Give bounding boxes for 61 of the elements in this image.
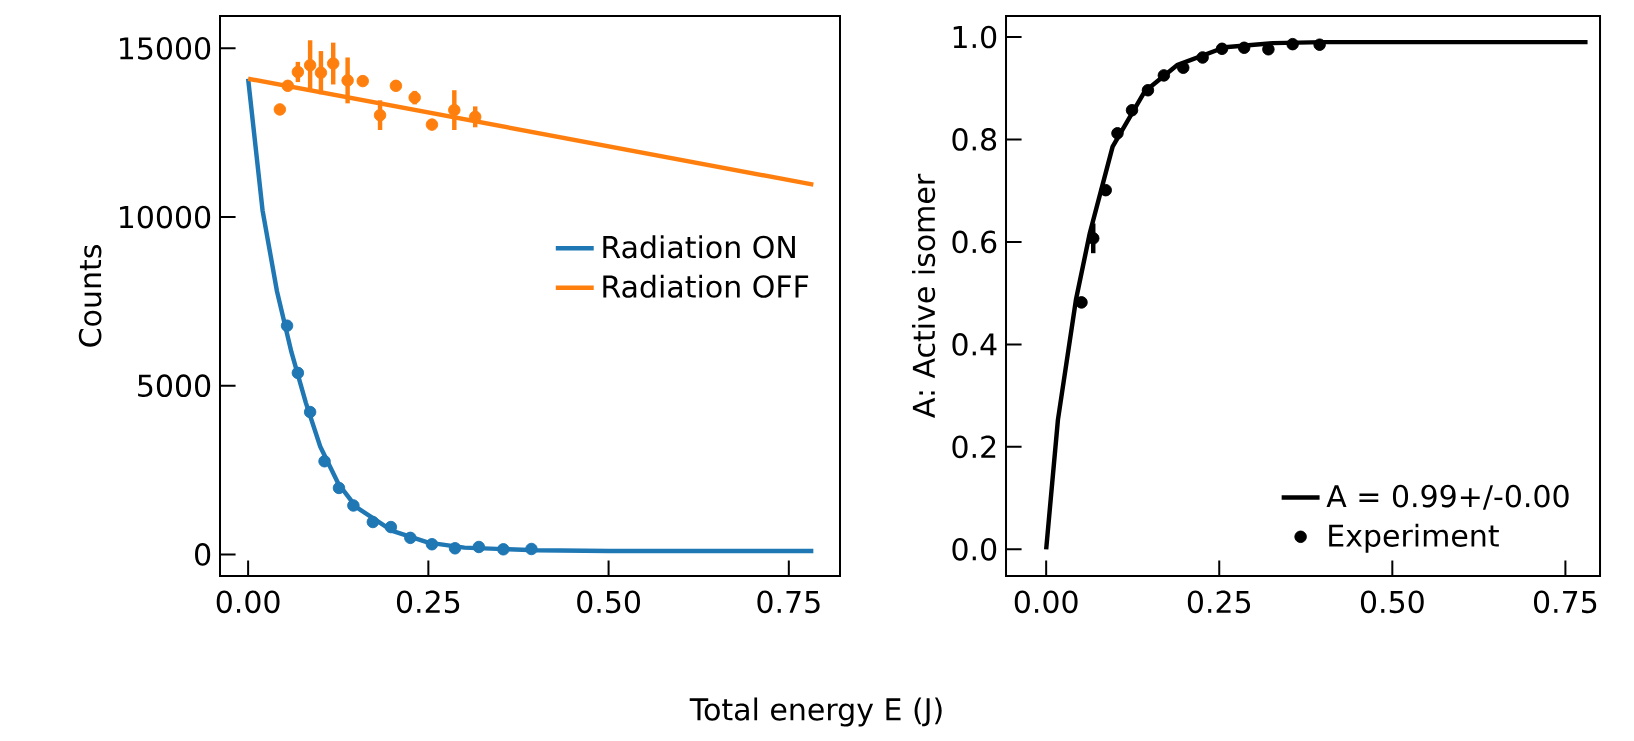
point xyxy=(525,542,538,556)
point xyxy=(281,79,294,93)
point xyxy=(1125,104,1139,117)
y-tick-label: 10000 xyxy=(120,205,211,229)
point xyxy=(1157,69,1171,82)
point xyxy=(318,455,331,468)
legend-label: Experiment xyxy=(1329,523,1499,553)
point xyxy=(1313,38,1326,51)
point xyxy=(341,74,354,87)
point xyxy=(356,74,369,88)
y-tick-label: 5000 xyxy=(138,374,211,398)
point xyxy=(404,531,417,545)
legend-label: Radiation OFF xyxy=(603,274,809,298)
y-axis-title: Counts xyxy=(78,245,102,347)
point xyxy=(1111,127,1124,140)
point xyxy=(448,103,461,117)
point xyxy=(472,540,486,554)
y-tick-label: 1.0 xyxy=(953,25,997,49)
point xyxy=(1099,183,1112,197)
point xyxy=(1286,37,1299,51)
point xyxy=(425,118,439,131)
x-tick-label: 0.25 xyxy=(1187,590,1251,614)
point xyxy=(291,366,305,380)
x-tick-label: 0.50 xyxy=(1360,590,1424,614)
x-tick-label: 0.75 xyxy=(1533,590,1597,614)
point xyxy=(366,515,380,529)
point xyxy=(303,59,317,72)
point xyxy=(384,520,398,534)
legend-label: A = 0.99+/-0.00 xyxy=(1326,484,1569,510)
point xyxy=(497,543,510,556)
x-tick-label: 0.00 xyxy=(216,590,280,614)
point xyxy=(373,108,387,122)
point xyxy=(1237,41,1251,54)
y-tick-label: 0.8 xyxy=(952,128,997,151)
y-tick-label: 0.0 xyxy=(952,537,997,561)
x-tick-label: 0.75 xyxy=(757,590,820,614)
y-tick-label: 0.2 xyxy=(952,435,996,459)
y-tick-label: 0.4 xyxy=(952,333,997,356)
point xyxy=(1215,42,1229,55)
y-tick-label: 0.6 xyxy=(952,230,997,254)
x-tick-label: 0.00 xyxy=(1014,590,1078,614)
point xyxy=(280,319,294,332)
point xyxy=(326,57,340,70)
x-tick-label: 0.25 xyxy=(396,590,460,614)
x-axis-title: Total energy E (J) xyxy=(689,697,942,727)
point xyxy=(389,79,403,93)
point xyxy=(425,538,439,551)
point xyxy=(448,542,462,555)
point xyxy=(314,66,328,79)
y-axis-title: A: Active isomer xyxy=(911,173,936,418)
x-tick-label: 0.50 xyxy=(577,590,640,614)
point xyxy=(303,405,317,419)
point xyxy=(291,65,305,79)
point xyxy=(332,481,346,495)
point xyxy=(347,499,360,512)
point xyxy=(1141,84,1155,97)
legend-label: Radiation ON xyxy=(603,235,795,259)
point xyxy=(273,103,287,116)
point xyxy=(1196,51,1209,64)
y-tick-label: 15000 xyxy=(120,37,211,60)
y-tick-label: 0 xyxy=(195,543,211,566)
